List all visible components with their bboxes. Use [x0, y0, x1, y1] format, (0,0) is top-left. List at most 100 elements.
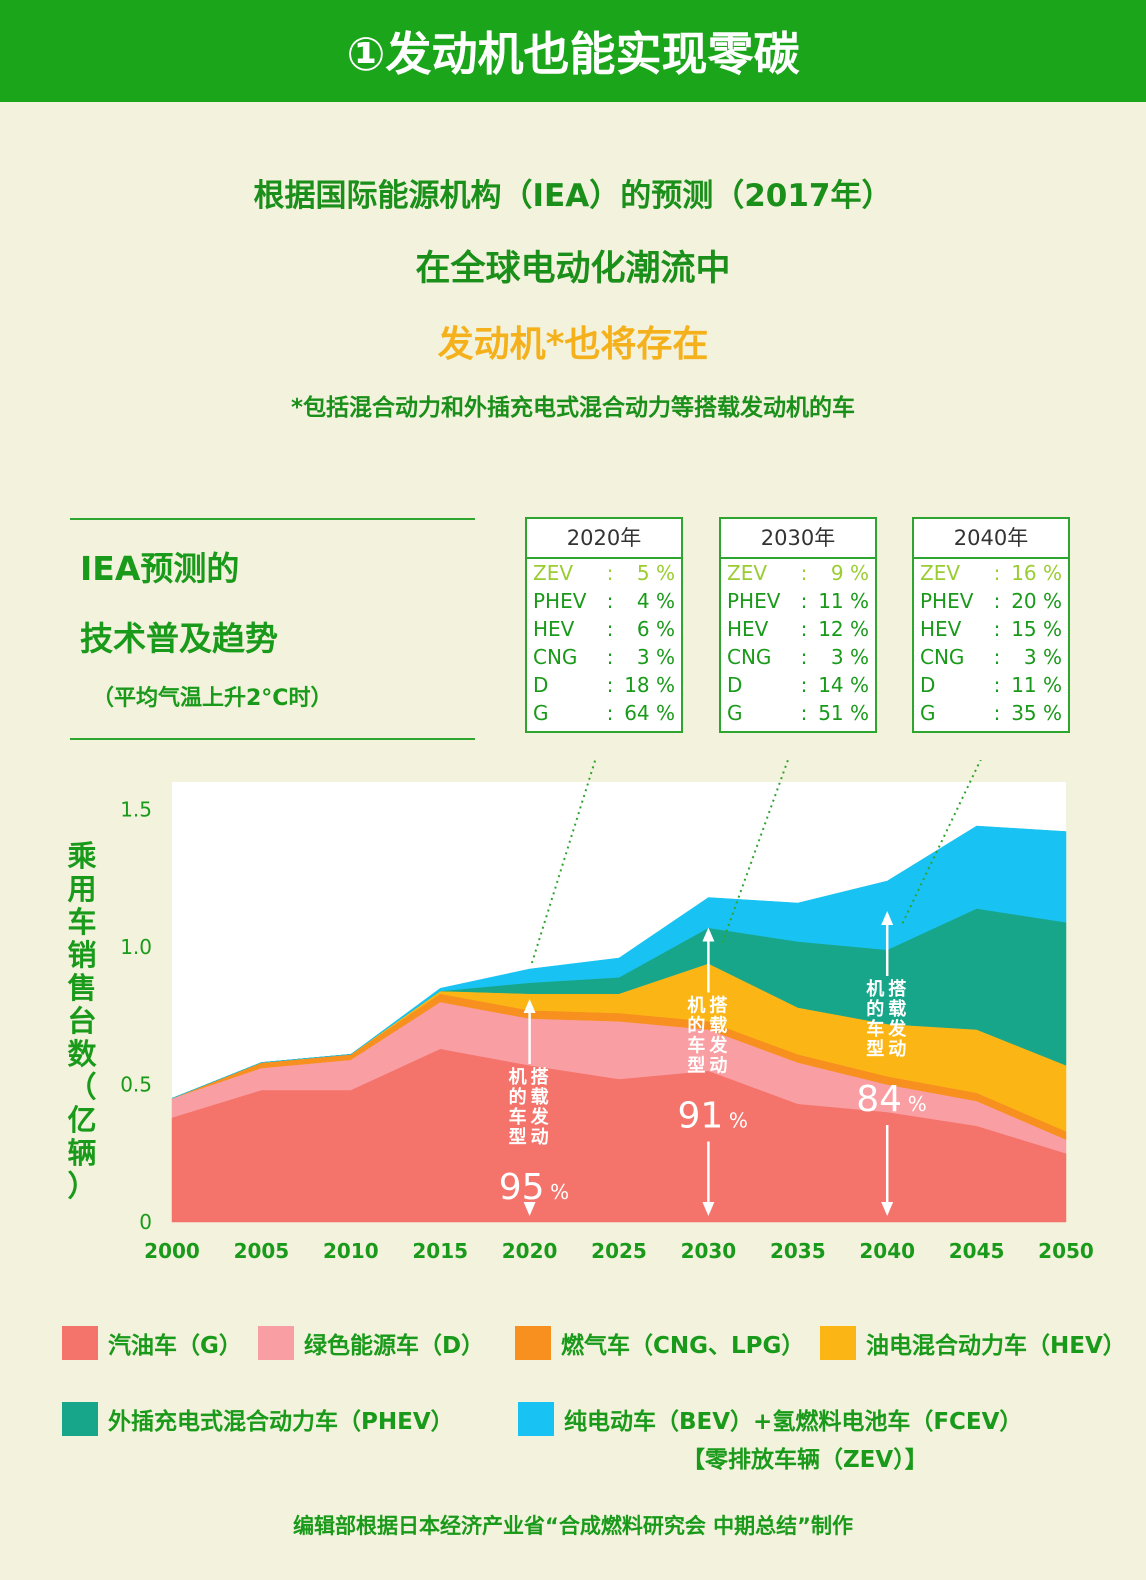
share-row-hev: HEV:15 % [914, 615, 1068, 643]
annotation-label-char: 的 [687, 1015, 705, 1037]
y-axis-title: 乘用车销售台数（亿辆） [62, 840, 102, 1203]
annotation-label-char: 发 [530, 1106, 550, 1128]
share-colon: : [606, 645, 614, 669]
y-axis-title-char: ） [67, 1169, 97, 1203]
intro-note: *包括混合动力和外插充电式混合动力等搭载发动机的车 [290, 395, 856, 421]
share-key: PHEV [533, 589, 587, 613]
share-key: HEV [727, 617, 769, 641]
y-tick-label: 1.5 [120, 798, 152, 822]
share-row-zev: ZEV:5 % [527, 559, 681, 587]
y-axis-title-char: 数 [67, 1037, 97, 1071]
area-series-5 [171, 825, 1067, 1099]
share-key: G [920, 701, 936, 725]
legend-swatch [515, 1326, 551, 1360]
x-tick-label: 2000 [144, 1239, 200, 1263]
share-colon: : [993, 645, 1001, 669]
page-banner: ①发动机也能实现零碳 [0, 0, 1146, 102]
intro-line-2: 在全球电动化潮流中 [415, 249, 731, 289]
share-value: 15 % [1011, 617, 1062, 641]
x-tick-label: 2050 [1038, 1239, 1094, 1263]
chart-side-title: IEA预测的 技术普及趋势 （平均气温上升2°C时） [70, 518, 475, 740]
share-row-cng: CNG:3 % [914, 643, 1068, 671]
year-box-header: 2040年 [914, 519, 1068, 559]
share-key: CNG [727, 645, 772, 669]
year-box-header: 2030年 [721, 519, 875, 559]
share-colon: : [606, 617, 614, 641]
up-arrow-head [702, 927, 715, 942]
share-value: 14 % [818, 673, 869, 697]
legend-item-g: 汽油车（G） [62, 1326, 242, 1360]
share-value: 11 % [818, 589, 869, 613]
annotation-percent: 91 [677, 1096, 723, 1137]
annotation-label-char: 车 [687, 1035, 705, 1057]
share-row-cng: CNG:3 % [721, 643, 875, 671]
share-colon: : [606, 589, 614, 613]
share-key: ZEV [533, 561, 574, 585]
down-arrow-head [702, 1202, 715, 1216]
annotation-label-char: 发 [887, 1018, 907, 1040]
side-title-line-1: IEA预测的 [80, 549, 240, 588]
y-tick-label: 0.5 [120, 1073, 152, 1097]
share-colon: : [606, 673, 614, 697]
annotation-label-char: 载 [709, 1015, 727, 1037]
legend-label: 绿色能源车（D） [304, 1333, 485, 1359]
share-colon: : [800, 561, 808, 585]
annotation-percent: 84 [856, 1079, 902, 1120]
up-arrow-head [881, 911, 894, 925]
annotation-label-char: 发 [708, 1035, 728, 1057]
down-arrow-head [523, 1202, 536, 1216]
share-key: ZEV [727, 561, 768, 585]
share-colon: : [800, 673, 808, 697]
share-key: ZEV [920, 561, 961, 585]
share-row-phev: PHEV:4 % [527, 587, 681, 615]
share-key: CNG [533, 645, 578, 669]
share-colon: : [993, 589, 1001, 613]
year-box-2040: 2040年 ZEV:16 % PHEV:20 % HEV:15 % CNG:3 % D:1… [912, 517, 1070, 733]
source-footer: 编辑部根据日本经济产业省“合成燃料研究会 中期总结”制作 [293, 1514, 853, 1538]
share-key: PHEV [727, 589, 781, 613]
share-key: PHEV [920, 589, 974, 613]
legend-label: 油电混合动力车（HEV） [866, 1333, 1126, 1359]
share-key: HEV [533, 617, 575, 641]
year-box-header: 2020年 [527, 519, 681, 559]
annotation-label-char: 动 [709, 1056, 727, 1077]
share-row-cng: CNG:3 % [527, 643, 681, 671]
y-axis-title-char: 台 [67, 1004, 97, 1038]
share-row-zev: ZEV:9 % [721, 559, 875, 587]
side-title-line-3: （平均气温上升2°C时） [92, 686, 333, 711]
y-tick-label: 1.0 [120, 935, 152, 959]
x-tick-label: 2035 [770, 1239, 826, 1263]
legend-item-phev: 外插充电式混合动力车（PHEV） [62, 1402, 454, 1436]
annotation-label-char: 的 [509, 1086, 527, 1108]
annotation-percent: 95 [499, 1167, 545, 1208]
share-colon: : [800, 645, 808, 669]
share-key: G [727, 701, 743, 725]
share-key: D [533, 673, 549, 697]
legend-swatch [820, 1326, 856, 1360]
share-colon: : [800, 617, 808, 641]
legend-swatch [62, 1402, 98, 1436]
annotation-label-char: 搭 [531, 1066, 549, 1088]
share-row-hev: HEV:12 % [721, 615, 875, 643]
share-row-hev: HEV:6 % [527, 615, 681, 643]
x-tick-label: 2025 [591, 1239, 647, 1263]
share-value: 3 % [1023, 645, 1062, 669]
down-arrow-head [881, 1202, 894, 1216]
share-colon: : [993, 561, 1001, 585]
y-axis-title-char: 乘 [67, 839, 97, 873]
stacked-area-chart: 2000 2005 2010 2015 2020 2025 2030 2035 2040 2045… [120, 760, 1094, 1263]
share-value: 9 % [830, 561, 869, 585]
zev-note: 【零排放车辆（ZEV）】 [682, 1447, 928, 1473]
annotation-percent-unit: % [550, 1180, 569, 1204]
share-row-d: D:18 % [527, 671, 681, 699]
share-value: 35 % [1011, 701, 1062, 725]
legend-item-hev: 油电混合动力车（HEV） [820, 1326, 1126, 1360]
share-colon: : [606, 561, 614, 585]
share-value: 11 % [1011, 673, 1062, 697]
share-colon: : [993, 701, 1001, 725]
share-value: 18 % [624, 673, 675, 697]
annotation-percent-unit: % [908, 1092, 927, 1116]
legend-label: 纯电动车（BEV）+氢燃料电池车（FCEV） [564, 1409, 1023, 1435]
x-tick-label: 2045 [949, 1239, 1005, 1263]
share-row-g: G:64 % [527, 699, 681, 727]
